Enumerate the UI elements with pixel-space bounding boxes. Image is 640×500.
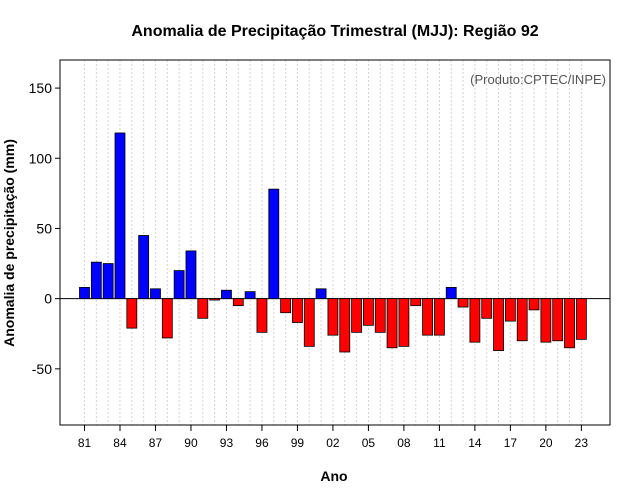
bar-82: [90, 261, 102, 300]
bar-99: [292, 298, 303, 323]
bar-86: [138, 235, 150, 300]
x-tick-label: 08: [397, 436, 411, 450]
x-tick-label: 84: [113, 436, 127, 450]
bar-12: [445, 287, 457, 300]
bar-90: [185, 250, 197, 300]
bar-00: [303, 298, 315, 347]
bar-83: [102, 263, 114, 300]
x-tick-label: 96: [255, 436, 269, 450]
bar-96: [256, 298, 268, 333]
y-tick-label: -50: [32, 361, 52, 377]
bar-97: [268, 188, 280, 300]
y-tick-label: 100: [29, 150, 53, 166]
plot-frame: [59, 59, 611, 426]
x-tick-label: 02: [326, 436, 340, 450]
x-tick-label: 05: [362, 436, 376, 450]
product-credit: (Produto:CPTEC/INPE): [470, 72, 606, 87]
bar-15: [481, 298, 493, 319]
bar-08: [398, 298, 410, 347]
y-axis: -50 0 50 100 150: [29, 80, 60, 377]
x-tick-label: 20: [539, 436, 553, 450]
bar-94: [232, 298, 244, 307]
bar-81: [79, 287, 90, 300]
bar-19: [528, 298, 540, 311]
y-tick-label: 0: [44, 291, 52, 307]
bar-20: [540, 298, 552, 343]
bar-84: [114, 132, 126, 300]
vertical-gridlines: [84, 60, 582, 425]
bar-16: [493, 298, 504, 351]
bar-13: [457, 298, 469, 308]
y-axis-label: Anomalia de precipitação (mm): [1, 139, 17, 347]
bar-98: [280, 298, 292, 314]
bar-07: [386, 298, 398, 349]
bar-21: [552, 298, 564, 342]
x-tick-label: 87: [149, 436, 163, 450]
bar-10: [422, 298, 433, 336]
bar-87: [150, 288, 161, 300]
bar-91: [197, 298, 209, 319]
bar-95: [244, 291, 256, 300]
x-tick-label: 90: [184, 436, 198, 450]
x-axis-label: Ano: [320, 468, 347, 484]
y-tick-label: 50: [36, 220, 52, 236]
bar-09: [410, 298, 422, 307]
x-tick-label: 17: [504, 436, 518, 450]
bar-02: [327, 298, 339, 336]
y-tick-label: 150: [29, 80, 53, 96]
bar-89: [173, 270, 185, 300]
bar-14: [469, 298, 481, 343]
bar-88: [161, 298, 173, 339]
x-tick-label: 99: [291, 436, 305, 450]
x-tick-label: 14: [468, 436, 482, 450]
bar-11: [433, 298, 445, 336]
x-tick-label: 11: [433, 436, 446, 450]
bar-17: [504, 298, 516, 322]
bar-04: [351, 298, 362, 333]
bar-05: [363, 298, 374, 326]
x-axis: 81 84 87 90 93 96 99 02 05 08 11 14 17 20 23: [78, 425, 589, 450]
bars: [79, 132, 587, 353]
x-tick-label: 23: [575, 436, 589, 450]
x-tick-label: 81: [78, 436, 92, 450]
bar-03: [339, 298, 351, 353]
bar-85: [126, 298, 138, 329]
bar-18: [516, 298, 528, 342]
bar-92: [209, 298, 221, 301]
bar-23: [575, 298, 587, 340]
x-tick-label: 93: [220, 436, 234, 450]
chart-title: Anomalia de Precipitação Trimestral (MJJ…: [131, 23, 538, 40]
bar-06: [374, 298, 386, 333]
bar-01: [315, 288, 327, 300]
bar-93: [221, 289, 232, 300]
bar-22: [564, 298, 575, 349]
